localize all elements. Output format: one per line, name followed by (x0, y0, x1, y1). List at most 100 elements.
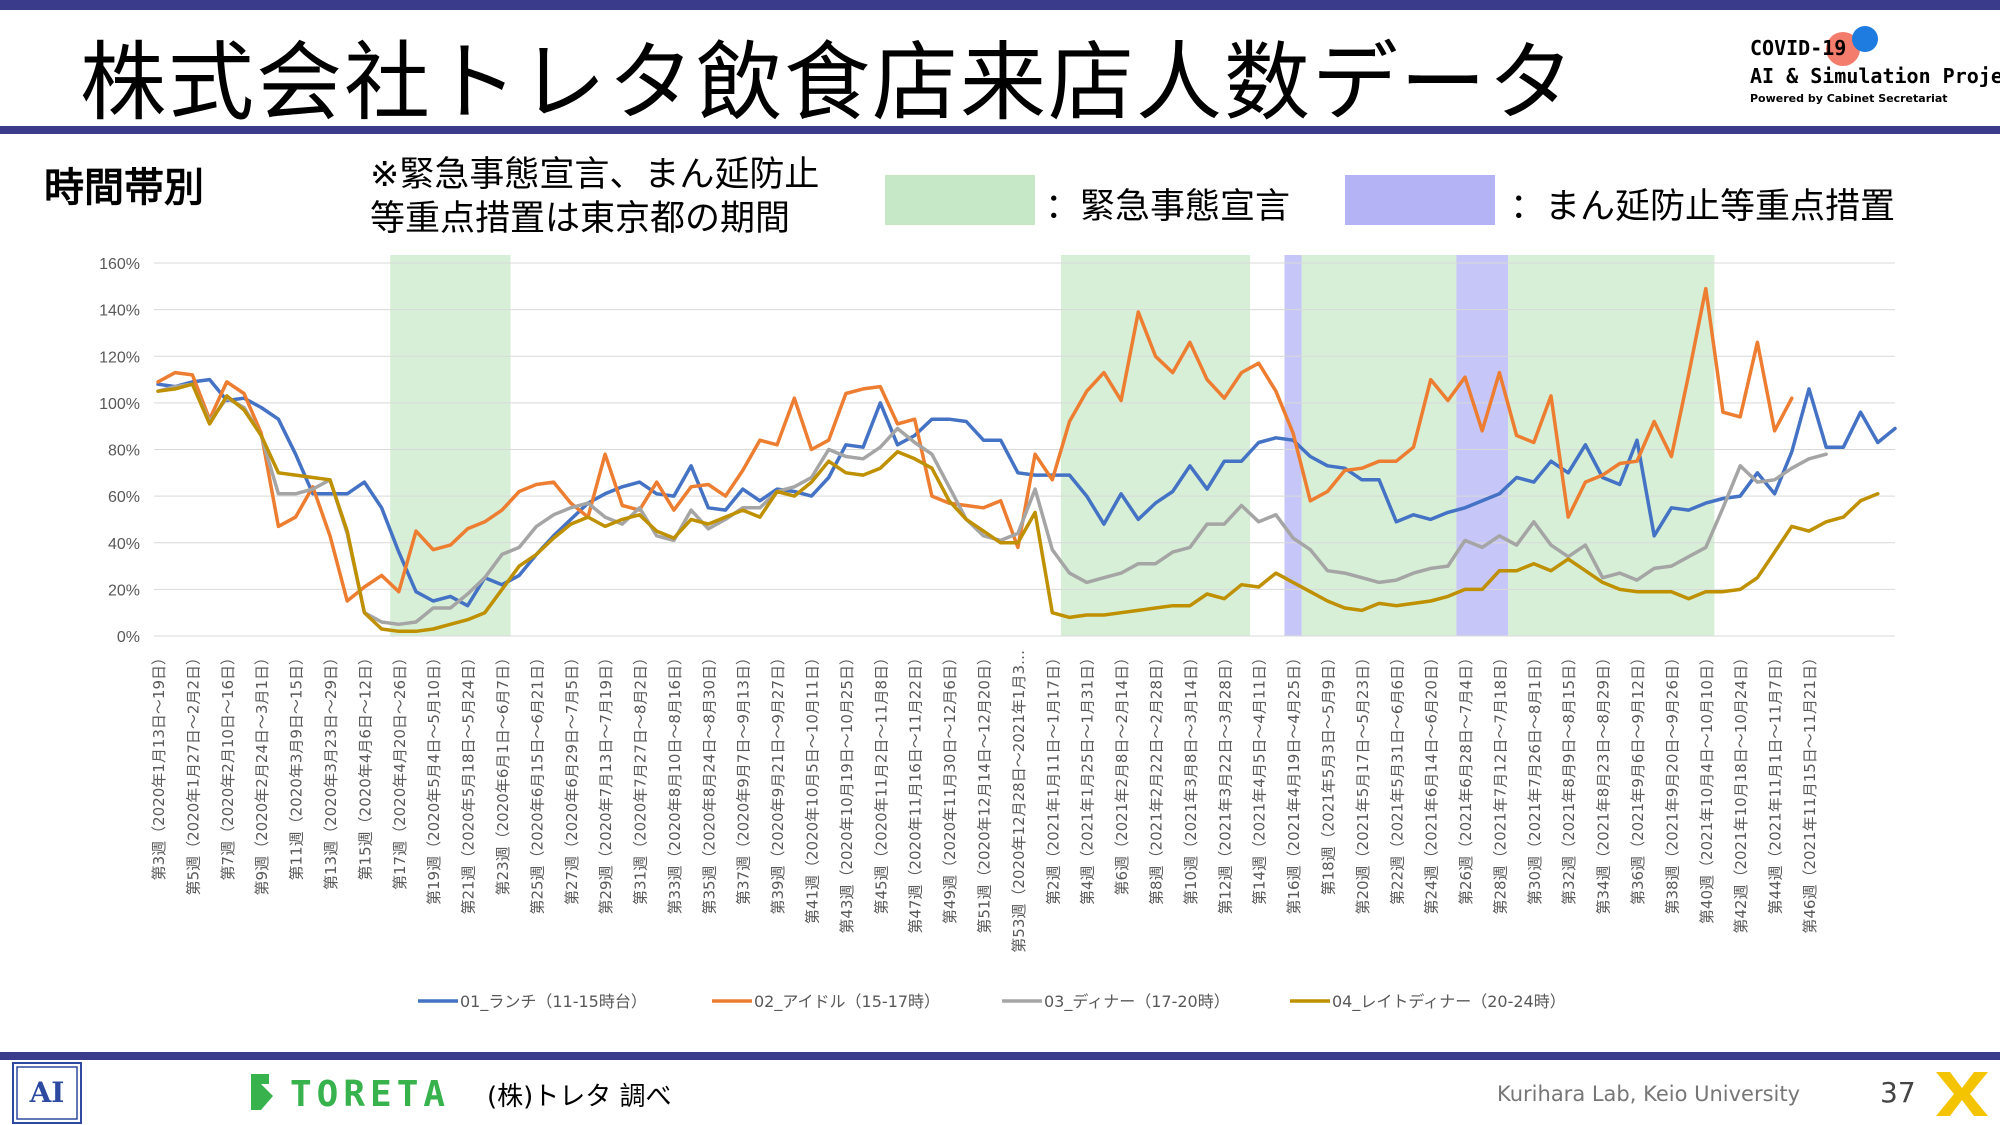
x-tick-label: 第21週（2020年5月18日～5月24日） (460, 650, 478, 915)
x-tick-label: 第36週（2021年9月6日～9月12日） (1629, 650, 1647, 905)
emergency-period-band (1060, 255, 1251, 636)
quasi-emergency-legend-label: ：まん延防止等重点措置 (1510, 187, 1896, 227)
gridlines (154, 262, 1895, 637)
y-tick-labels: 0% 20% 40% 60% 80% 100% 120% 140% 160% (99, 256, 140, 646)
x-tick-label: 第30週（2021年7月26日～8月1日） (1526, 650, 1544, 905)
x-tick-label: 第53週（2020年12月28日～2021年1月3… (1010, 650, 1028, 953)
x-tick-label: 第19週（2020年5月4日～5月10日） (425, 650, 443, 905)
emergency-legend-swatch (885, 175, 1035, 225)
svg-text:AI: AI (29, 1076, 65, 1109)
x-tick-label: 第33週（2020年8月10日～8月16日） (666, 650, 684, 915)
x-tick-label: 第17週（2020年4月20日～26日） (391, 650, 409, 890)
emergency-period-band (390, 255, 511, 636)
x-tick-label: 第5週（2020年1月27日～2月2日） (184, 650, 202, 895)
toreta-wordmark: TORETA (290, 1074, 451, 1115)
x-tick-label: 第18週（2021年5月3日～5月9日） (1319, 650, 1337, 895)
quasi-emergency-period-band (1456, 255, 1509, 636)
x-tick-label: 第11週（2020年3月9日～15日） (288, 650, 306, 880)
period-bands (390, 255, 1715, 636)
page-number: 37 (1880, 1076, 1916, 1109)
x-tick-label: 第4週（2021年1月25日～1月31日） (1079, 650, 1097, 905)
x-tick-label: 第35週（2020年8月24日～8月30日） (700, 650, 718, 915)
logo-line-2: AI & Simulation Project (1750, 64, 2000, 88)
y-tick-label: 160% (99, 256, 140, 273)
legend-label-2: 02_アイドル（15-17時） (754, 992, 940, 1012)
x-tick-label: 第31週（2020年7月27日～8月2日） (632, 650, 650, 905)
y-tick-label: 100% (99, 396, 140, 413)
covid19-project-logo: COVID-19 AI & Simulation Project Powered… (1750, 22, 2000, 122)
x-tick-label: 第6週（2021年2月8日～2月14日） (1113, 650, 1131, 895)
toreta-logo: TORETA (245, 1070, 445, 1120)
x-tick-label: 第12週（2021年3月22日～3月28日） (1216, 650, 1234, 915)
y-tick-label: 20% (108, 582, 140, 599)
logo-line-3: Powered by Cabinet Secretariat (1750, 92, 1948, 105)
section-label: 時間帯別 (44, 165, 204, 211)
x-tick-label: 第14週（2021年4月5日～4月11日） (1251, 650, 1269, 905)
cabinet-x-logo (1936, 1072, 1988, 1116)
x-tick-label: 第43週（2020年10月19日～10月25日） (838, 650, 856, 934)
x-tick-label: 第41週（2020年10月5日～10月11日） (804, 650, 822, 924)
x-tick-label: 第51週（2020年12月14日～12月20日） (976, 650, 994, 934)
x-tick-label: 第8週（2021年2月22日～2月28日） (1147, 650, 1165, 905)
bottom-accent-bar (0, 1052, 2000, 1060)
x-tick-label: 第7週（2020年2月10日～16日） (219, 650, 237, 880)
x-tick-label: 第15週（2020年4月6日～12日） (356, 650, 374, 880)
x-tick-label: 第25週（2020年6月15日～6月21日） (528, 650, 546, 915)
x-tick-label: 第29週（2020年7月13日～7月19日） (597, 650, 615, 915)
toreta-mark-icon (251, 1074, 273, 1110)
y-tick-label: 140% (99, 303, 140, 320)
emergency-legend-label: ：緊急事態宣言 (1045, 187, 1291, 227)
x-tick-label: 第46週（2021年11月15日～11月21日） (1801, 650, 1819, 934)
x-tick-labels: 第3週（2020年1月13日～19日） 第5週（2020年1月27日～2月2日） 第… (150, 650, 1819, 953)
x-tick-label: 第45週（2020年11月2日～11月8日） (872, 650, 890, 915)
x-tick-label: 第13週（2020年3月23日～29日） (322, 650, 340, 890)
series-legend: 01_ランチ（11-15時台） 02_アイドル（15-17時） 03_ディナー（17… (418, 992, 1566, 1012)
logo-line-1: COVID-19 (1750, 36, 1847, 60)
x-tick-label: 第9週（2020年2月24日～3月1日） (253, 650, 271, 895)
x-tick-label: 第34週（2021年8月23日～8月29日） (1595, 650, 1613, 915)
title-rule (0, 126, 2000, 134)
x-tick-label: 第39週（2020年9月21日～9月27日） (769, 650, 787, 915)
x-tick-label: 第20週（2021年5月17日～5月23日） (1354, 650, 1372, 915)
series-lines (156, 286, 1897, 634)
x-tick-label: 第37週（2020年9月7日～9月13日） (735, 650, 753, 905)
visitor-line-chart: 0% 20% 40% 60% 80% 100% 120% 140% 160% 第3週（2020年… (99, 255, 1897, 1012)
legend-label-4: 04_レイトディナー（20-24時） (1332, 992, 1566, 1012)
x-tick-label: 第26週（2021年6月28日～7月4日） (1457, 650, 1475, 905)
x-tick-label: 第28週（2021年7月12日～7月18日） (1491, 650, 1509, 915)
top-accent-bar (0, 0, 2000, 10)
x-tick-label: 第23週（2020年6月1日～6月7日） (494, 650, 512, 895)
y-tick-label: 40% (108, 536, 140, 553)
period-note: ※緊急事態宣言、まん延防止 等重点措置は東京都の期間 (370, 155, 820, 239)
x-tick-label: 第49週（2020年11月30日～12月6日） (941, 650, 959, 924)
x-tick-label: 第24週（2021年6月14日～6月20日） (1423, 650, 1441, 915)
legend-label-1: 01_ランチ（11-15時台） (460, 992, 647, 1012)
y-tick-label: 0% (117, 629, 140, 646)
x-tick-label: 第38週（2021年9月20日～9月26日） (1663, 650, 1681, 915)
series-line-4 (156, 382, 1880, 634)
x-tick-label: 第40週（2021年10月4日～10月10日） (1698, 650, 1716, 924)
quasi-emergency-legend-swatch (1345, 175, 1495, 225)
x-tick-label: 第44週（2021年11月1日～11月7日） (1767, 650, 1785, 915)
lab-credit: Kurihara Lab, Keio University (1497, 1082, 1801, 1106)
series-line-2 (156, 286, 1794, 603)
emergency-period-band (1508, 255, 1715, 636)
keio-lab-logo: AI (12, 1062, 82, 1124)
x-tick-label: 第42週（2021年10月18日～10月24日） (1732, 650, 1750, 934)
x-tick-label: 第2週（2021年1月11日～1月17日） (1044, 650, 1062, 905)
logo-blue-dot (1852, 26, 1878, 52)
source-note: (株)トレタ 調べ (487, 1082, 672, 1112)
x-tick-label: 第32週（2021年8月9日～8月15日） (1560, 650, 1578, 905)
x-tick-label: 第47週（2020年11月16日～11月22日） (907, 650, 925, 934)
x-tick-label: 第22週（2021年5月31日～6月6日） (1388, 650, 1406, 905)
x-tick-label: 第27週（2020年6月29日～7月5日） (563, 650, 581, 905)
x-tick-label: 第3週（2020年1月13日～19日） (150, 650, 168, 880)
y-tick-label: 80% (108, 443, 140, 460)
series-line-1 (156, 377, 1897, 608)
emergency-period-band (1301, 255, 1457, 636)
y-tick-label: 120% (99, 349, 140, 366)
y-tick-label: 60% (108, 489, 140, 506)
legend-label-3: 03_ディナー（17-20時） (1044, 992, 1230, 1012)
x-tick-label: 第16週（2021年4月19日～4月25日） (1285, 650, 1303, 915)
page-title: 株式会社トレタ飲食店来店人数データ (80, 33, 1576, 133)
